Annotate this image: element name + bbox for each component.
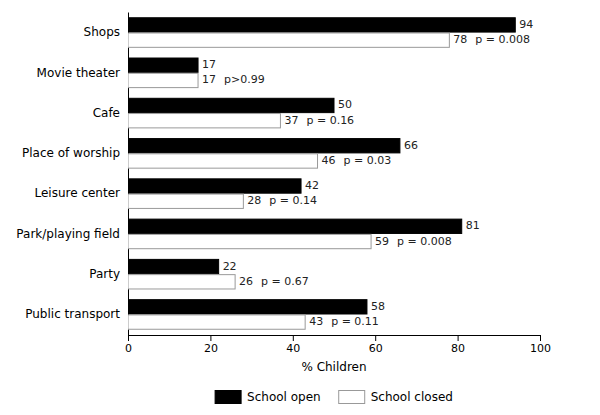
annotation: p = 0.14 bbox=[269, 194, 317, 207]
x-tick: 60 bbox=[369, 335, 383, 355]
annotation: p = 0.16 bbox=[306, 114, 354, 127]
y-tick-label: Party bbox=[89, 267, 120, 281]
data-label: 59 bbox=[375, 235, 389, 248]
data-label: 42 bbox=[305, 179, 319, 192]
bar bbox=[128, 259, 219, 273]
data-label: 46 bbox=[322, 154, 336, 167]
bar bbox=[128, 18, 515, 32]
x-tick: 20 bbox=[204, 335, 218, 355]
bar bbox=[128, 234, 371, 248]
bars bbox=[128, 18, 515, 330]
labels: 94 17 50 66 42 81 22 58 78 17 37 46 28 59 26 43 p = 0.00… bbox=[202, 18, 533, 328]
legend-label: School open bbox=[247, 390, 321, 404]
x-axis-title: % Children bbox=[301, 360, 366, 374]
series bbox=[128, 18, 515, 314]
bar bbox=[128, 315, 305, 329]
annotation: p = 0.03 bbox=[344, 154, 392, 167]
bar bbox=[128, 154, 318, 168]
y-tick-label: Leisure center bbox=[34, 186, 120, 200]
data-label: 17 bbox=[202, 73, 216, 86]
y-tick: Party bbox=[89, 267, 120, 281]
x-tick-label: 80 bbox=[451, 342, 465, 355]
y-tick-label: Shops bbox=[84, 25, 120, 39]
x-tick-label: 60 bbox=[369, 342, 383, 355]
x-tick: 40 bbox=[286, 335, 300, 355]
x-tick-mark bbox=[210, 335, 211, 341]
x-tick-label: 0 bbox=[125, 342, 132, 355]
y-axis: Shops Movie theater Cafe Place of worship Le… bbox=[16, 13, 128, 336]
x-tick-label: 100 bbox=[530, 342, 551, 355]
data-label: 58 bbox=[371, 300, 385, 313]
annotation: p>0.99 bbox=[224, 73, 265, 86]
bar bbox=[128, 73, 198, 87]
data-label: 78 bbox=[453, 33, 467, 46]
y-tick: Leisure center bbox=[34, 186, 120, 200]
x-tick-label: 20 bbox=[204, 342, 218, 355]
x-tick-label: 40 bbox=[286, 342, 300, 355]
x-tick: 80 bbox=[451, 335, 465, 355]
y-tick-label: Place of worship bbox=[22, 146, 120, 160]
bar bbox=[128, 114, 280, 128]
legend-item: School open bbox=[215, 390, 321, 404]
bar bbox=[128, 98, 334, 112]
y-tick: Park/playing field bbox=[16, 227, 120, 241]
data-label: 22 bbox=[223, 260, 237, 273]
x-tick: 100 bbox=[530, 335, 551, 355]
y-tick-label: Park/playing field bbox=[16, 227, 120, 241]
legend-swatch bbox=[339, 391, 365, 404]
series bbox=[128, 33, 449, 329]
y-tick: Cafe bbox=[93, 106, 120, 120]
data-label: 81 bbox=[466, 219, 480, 232]
legend: School open School closed bbox=[215, 390, 453, 404]
y-tick: Public transport bbox=[25, 307, 120, 321]
data-label: 26 bbox=[239, 275, 253, 288]
data-label: 28 bbox=[247, 194, 261, 207]
annotation: p = 0.008 bbox=[397, 235, 452, 248]
legend-item: School closed bbox=[339, 390, 453, 404]
x-tick-mark bbox=[458, 335, 459, 341]
chart-svg: 0 20 40 60 80 100 Shops Movie theater Cafe Place … bbox=[0, 0, 600, 415]
annotation: p = 0.11 bbox=[331, 315, 379, 328]
data-label: 43 bbox=[309, 315, 323, 328]
y-tick-label: Cafe bbox=[93, 106, 120, 120]
legend-label: School closed bbox=[371, 390, 453, 404]
data-label: 66 bbox=[404, 139, 418, 152]
x-tick-mark bbox=[540, 335, 541, 341]
bar bbox=[128, 179, 301, 193]
legend-swatch bbox=[215, 391, 241, 404]
data-label: 94 bbox=[519, 18, 533, 31]
y-tick: Shops bbox=[84, 25, 120, 39]
data-label: 50 bbox=[338, 98, 352, 111]
bar bbox=[128, 300, 367, 314]
y-tick: Place of worship bbox=[22, 146, 120, 160]
x-tick-mark bbox=[375, 335, 376, 341]
y-tick-label: Movie theater bbox=[37, 66, 120, 80]
data-label: 17 bbox=[202, 58, 216, 71]
x-axis: 0 20 40 60 80 100 bbox=[125, 335, 551, 355]
bar bbox=[128, 219, 462, 233]
bar bbox=[128, 58, 198, 72]
x-tick-mark bbox=[293, 335, 294, 341]
data-label: 37 bbox=[284, 114, 298, 127]
annotation: p = 0.008 bbox=[475, 33, 530, 46]
annotation: p = 0.67 bbox=[261, 275, 309, 288]
plot: 0 20 40 60 80 100 Shops Movie theater Cafe Place … bbox=[16, 13, 551, 375]
y-tick-label: Public transport bbox=[25, 307, 120, 321]
bar bbox=[128, 194, 243, 208]
bar bbox=[128, 139, 400, 153]
x-tick-mark bbox=[128, 335, 129, 341]
bar bbox=[128, 33, 449, 47]
chart-container: 0 20 40 60 80 100 Shops Movie theater Cafe Place … bbox=[0, 0, 600, 415]
bar bbox=[128, 275, 235, 289]
x-axis-line bbox=[129, 336, 541, 342]
y-tick: Movie theater bbox=[37, 66, 120, 80]
x-tick: 0 bbox=[125, 335, 132, 355]
